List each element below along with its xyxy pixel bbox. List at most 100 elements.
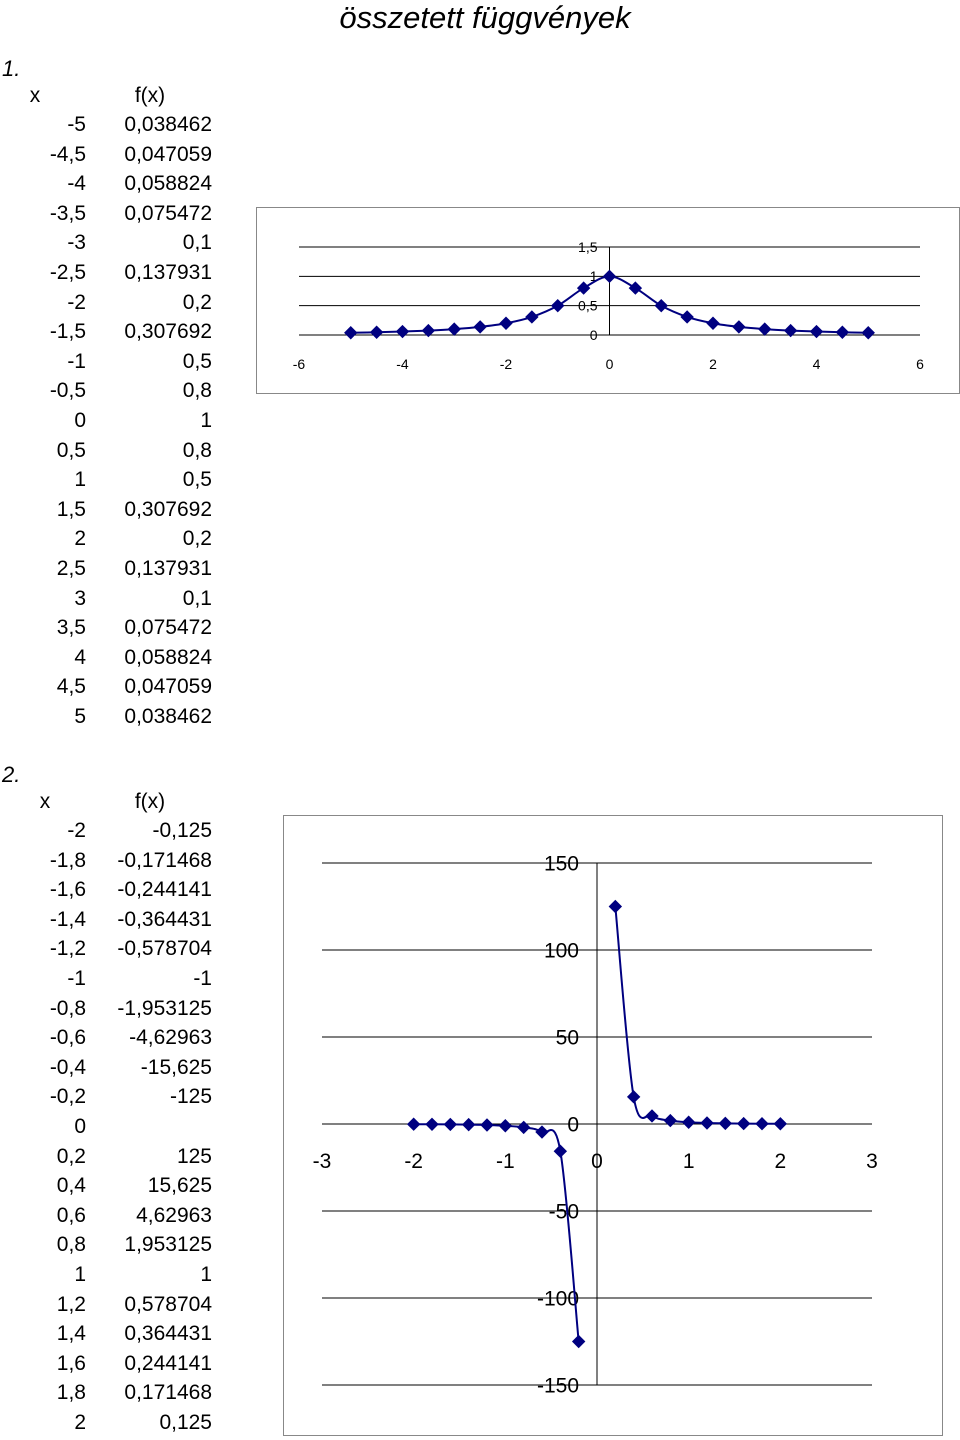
header-x: x [29, 84, 41, 107]
cell-x: -4 [67, 172, 86, 196]
cell-x: 2 [74, 527, 86, 551]
data-point [645, 1109, 659, 1123]
cell-fx: 1 [200, 409, 212, 432]
cell-fx: 0,307692 [124, 320, 212, 344]
data-point [406, 1117, 421, 1131]
cell-x: 2 [74, 1411, 86, 1434]
cell-x: 3,5 [56, 616, 86, 640]
data-point [861, 326, 875, 340]
x-tick-label: -4 [396, 356, 409, 372]
cell-fx: -0,578704 [117, 937, 212, 961]
cell-fx: 0,137931 [124, 557, 212, 580]
data-point [706, 316, 720, 330]
x-tick-label: -2 [404, 1150, 423, 1173]
cell-x: -1,5 [49, 320, 86, 344]
data-point [525, 310, 539, 324]
x-tick-label: 0 [606, 356, 614, 372]
y-tick-label: -50 [549, 1200, 579, 1223]
x-tick-label: -2 [500, 356, 513, 372]
x-tick-label: 4 [813, 356, 821, 372]
cell-x: 1,4 [56, 1322, 86, 1346]
cell-fx: -0,125 [152, 819, 212, 842]
cell-x: 1 [74, 468, 86, 492]
y-tick-label: 0,5 [578, 298, 598, 314]
cell-x: -0,4 [49, 1055, 86, 1079]
data-point [461, 1117, 476, 1132]
data-point [498, 1119, 513, 1133]
cell-x: 5 [74, 705, 86, 728]
data-point [571, 1334, 586, 1349]
x-tick-label: 3 [866, 1150, 878, 1173]
cell-fx: 1 [200, 1263, 212, 1286]
cell-x: 1,5 [56, 497, 86, 521]
cell-x: 0,6 [56, 1203, 86, 1227]
cell-fx: 0,2 [182, 527, 212, 551]
cell-x: -0,6 [49, 1026, 86, 1050]
data-point [535, 1125, 549, 1139]
cell-x: -0,5 [49, 379, 86, 403]
cell-fx: 0,038462 [124, 113, 212, 136]
data-point [835, 325, 850, 339]
cell-x: 0,2 [56, 1144, 86, 1168]
cell-fx: 0,307692 [124, 497, 212, 521]
header-fx: f(x) [134, 790, 166, 813]
data-point [700, 1116, 714, 1130]
cell-fx: -0,364431 [117, 907, 212, 931]
cell-x: -1 [67, 349, 86, 373]
data-point [421, 323, 436, 338]
y-tick-label: 50 [556, 1026, 579, 1049]
cell-fx: -15,625 [140, 1055, 212, 1079]
data-point [516, 1120, 531, 1135]
header-x: x [39, 790, 51, 813]
x-tick-label: -3 [313, 1150, 332, 1173]
section-2-number: 2. [2, 762, 21, 787]
data-point [553, 1144, 568, 1158]
x-tick-label: -1 [496, 1150, 515, 1173]
cell-x: 0,4 [56, 1174, 86, 1198]
y-tick-label: -100 [537, 1287, 579, 1310]
cell-fx: 0,8 [182, 379, 212, 403]
cell-x: -1,8 [49, 848, 86, 872]
data-point [654, 298, 668, 313]
chart-1: 0 0,5 1 1,5 -6 -4 -2 0 2 4 6 [293, 239, 924, 372]
chart-2: -150 -100 -50 0 50 100 150 -3 -2 -1 0 1 2 3 [313, 852, 878, 1397]
cell-fx: -125 [169, 1085, 212, 1109]
cell-fx: -1 [193, 967, 212, 990]
cell-x: 1 [74, 1263, 86, 1286]
cell-fx: 4,62963 [136, 1203, 212, 1227]
cell-x: 4,5 [56, 675, 86, 699]
y-tick-label: 150 [544, 852, 579, 875]
data-point [576, 281, 591, 295]
data-point [602, 269, 617, 284]
cell-fx: 0,1 [182, 586, 212, 610]
data-point [628, 281, 643, 295]
cell-fx: 0,171468 [124, 1381, 212, 1405]
x-tick-label: 6 [916, 356, 924, 372]
cell-fx: 0,2 [182, 290, 212, 314]
data-point [755, 1116, 769, 1131]
data-point [718, 1116, 733, 1131]
cell-fx: 0,1 [182, 231, 212, 255]
cell-fx: -0,244141 [117, 878, 212, 902]
cell-x: -1 [67, 967, 86, 990]
cell-fx: 0,5 [182, 468, 212, 492]
cell-fx: 15,625 [147, 1174, 212, 1198]
cell-fx: 0,578704 [124, 1292, 212, 1316]
section-1-number: 1. [2, 56, 21, 81]
x-tick-label: 0 [591, 1150, 603, 1173]
data-point [344, 326, 358, 340]
cell-x: -1,6 [49, 878, 86, 902]
data-point [447, 322, 461, 336]
cell-x: -0,2 [49, 1085, 86, 1109]
cell-fx: 0,075472 [124, 201, 212, 225]
cell-x: -4,5 [49, 142, 86, 166]
x-tick-label: -6 [293, 356, 306, 372]
data-point [680, 310, 694, 324]
cell-x: -3 [67, 231, 86, 255]
cell-fx: 0,038462 [124, 705, 212, 728]
cell-fx: 0,137931 [124, 261, 212, 284]
data-point [758, 322, 772, 336]
y-tick-label: 1,5 [578, 239, 598, 255]
data-point [681, 1115, 696, 1129]
cell-x: 1,2 [56, 1292, 86, 1316]
